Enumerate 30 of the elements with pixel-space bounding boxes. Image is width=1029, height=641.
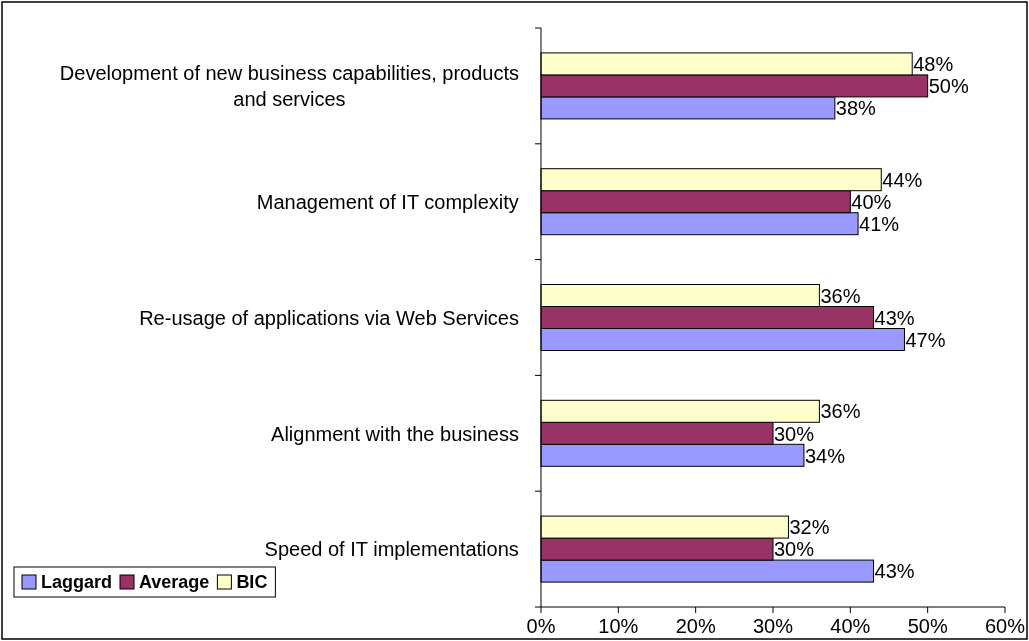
x-tick-label: 30% [752, 615, 794, 637]
y-tick-label: Alignment with the business [271, 422, 520, 445]
data-label: 41% [859, 212, 900, 235]
data-label: 36% [820, 400, 861, 423]
data-label: 36% [820, 284, 861, 307]
data-label: 30% [774, 422, 815, 445]
legend-label: BIC [236, 572, 268, 593]
data-label: 44% [882, 168, 923, 191]
data-label: 40% [851, 190, 892, 213]
x-tick-label: 50% [907, 615, 948, 637]
data-label: 48% [913, 53, 954, 76]
x-tick-label: 10% [598, 615, 639, 637]
data-label: 43% [874, 306, 915, 329]
y-tick-label: Speed of IT implementations [264, 538, 519, 561]
legend-label: Average [139, 572, 210, 593]
y-tick-label: Management of IT complexity [256, 190, 519, 213]
data-label: 32% [789, 516, 830, 539]
x-tick-label: 20% [675, 615, 716, 637]
y-tick-label: Re-usage of applications via Web Services [139, 306, 519, 329]
data-label: 38% [835, 97, 877, 120]
y-tick-label: Development of new business capabilities, products and services [59, 62, 519, 111]
data-label: 34% [804, 444, 846, 467]
data-label: 50% [928, 75, 969, 98]
data-label: 30% [774, 538, 815, 561]
x-tick-label: 0% [526, 615, 556, 637]
data-label: 43% [874, 560, 915, 583]
data-label: 47% [905, 328, 946, 351]
legend-label: Laggard [41, 572, 113, 593]
x-tick-label: 60% [984, 615, 1026, 637]
x-tick-label: 40% [830, 615, 871, 637]
